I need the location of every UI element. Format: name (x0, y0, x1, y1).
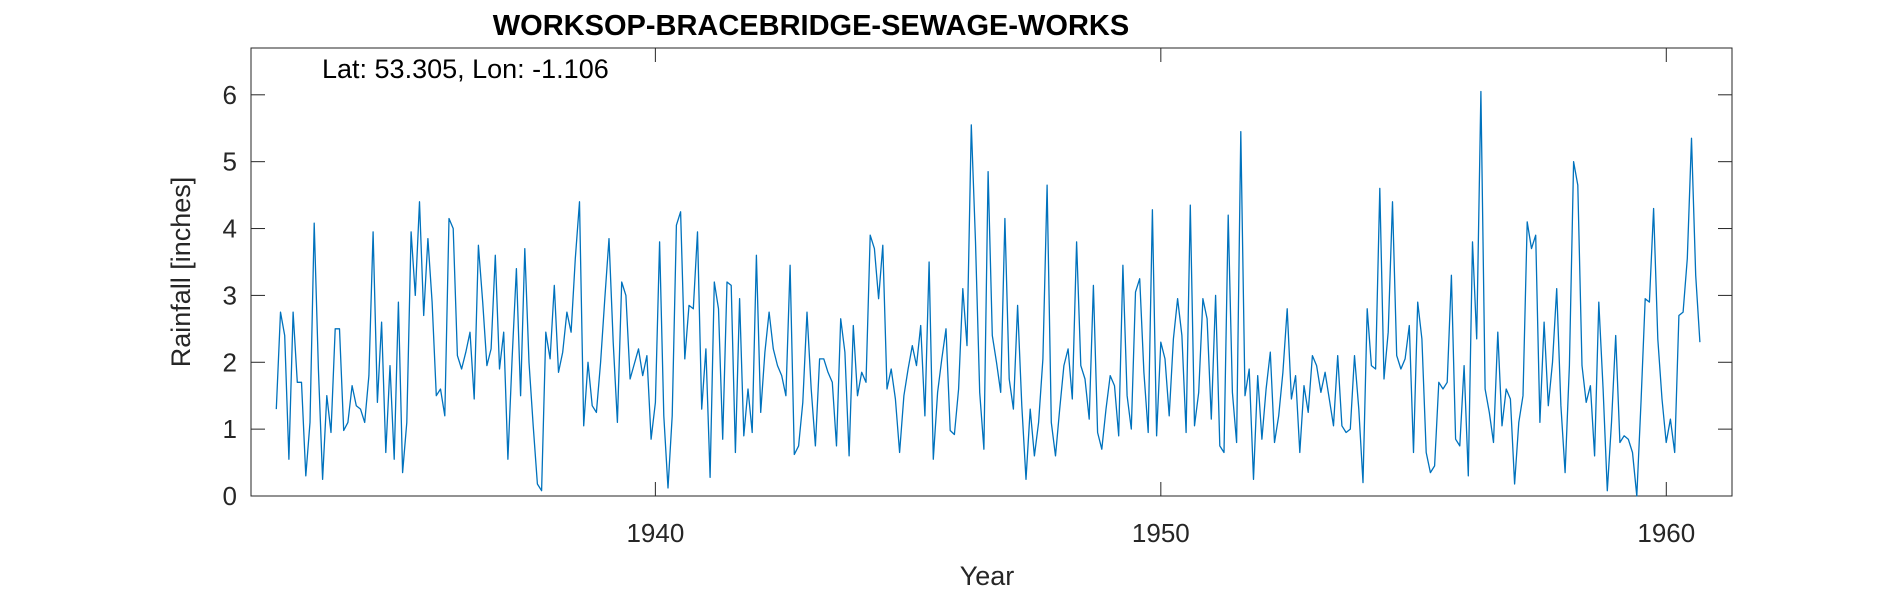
y-tick-label: 0 (223, 481, 237, 511)
x-axis-ticks: 1940 1950 1960 (626, 48, 1695, 548)
y-tick-label: 6 (223, 80, 237, 110)
x-tick-label: 1940 (626, 518, 684, 548)
chart-title: WORKSOP-BRACEBRIDGE-SEWAGE-WORKS (493, 10, 1129, 42)
rainfall-series-line (275, 90, 1701, 497)
x-tick-label: 1950 (1132, 518, 1190, 548)
x-tick-label: 1960 (1637, 518, 1695, 548)
y-tick-label: 1 (223, 414, 237, 444)
y-axis-ticks: 0 1 2 3 4 5 6 (223, 80, 1732, 511)
location-annotation: Lat: 53.305, Lon: -1.106 (322, 54, 609, 84)
y-tick-label: 4 (223, 214, 237, 244)
y-tick-label: 2 (223, 347, 237, 377)
y-tick-label: 3 (223, 280, 237, 310)
plot-box (250, 47, 1733, 497)
x-axis-label: Year (960, 561, 1015, 591)
y-axis-label: Rainfall [inches] (166, 177, 196, 368)
y-tick-label: 5 (223, 147, 237, 177)
